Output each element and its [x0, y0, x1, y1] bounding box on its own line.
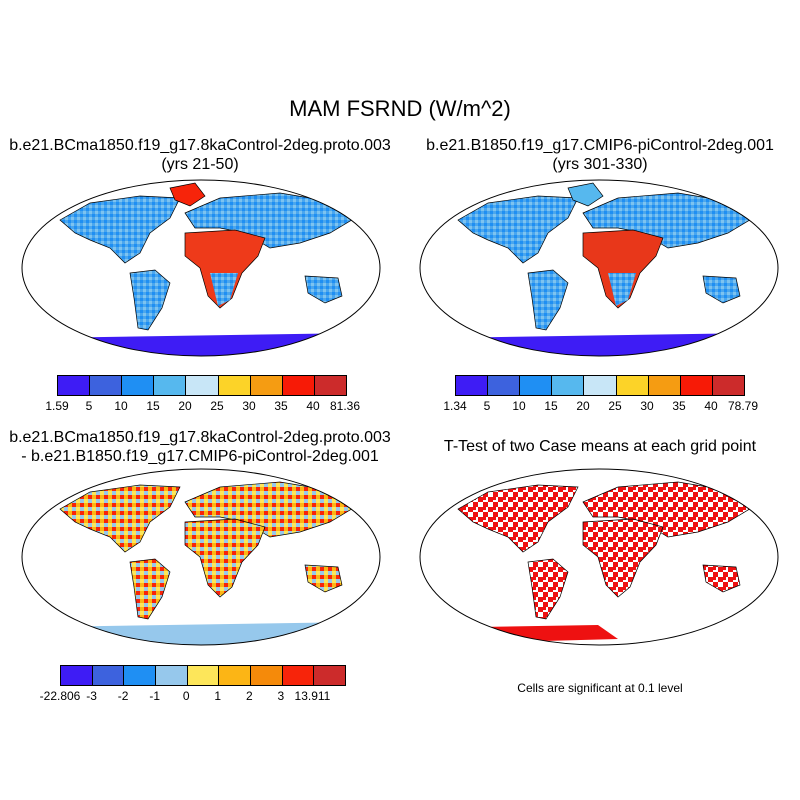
colorbar-tick-label: -3: [86, 689, 97, 703]
colorbar-box: [218, 376, 251, 395]
colorbar-tick-label: 15: [146, 399, 160, 413]
colorbar-box: [61, 666, 93, 685]
colorbar-tick-label: -22.806: [39, 689, 81, 703]
colorbar-box: [282, 666, 315, 685]
colorbar-tick-label: 40: [704, 399, 718, 413]
panel-2-title-line-1: b.e21.B1850.f19_g17.CMIP6-piControl-2deg…: [426, 137, 774, 154]
colorbar-box: [616, 376, 649, 395]
colorbar-box: [92, 666, 125, 685]
colorbar-tick-label: 35: [274, 399, 288, 413]
colorbar-tick-label: 30: [242, 399, 256, 413]
colorbar-tick-label: 0: [182, 689, 190, 703]
colorbar-box: [187, 666, 220, 685]
colorbar-box: [712, 376, 744, 395]
colorbar-box: [314, 376, 346, 395]
colorbar-tick-label: 25: [608, 399, 622, 413]
colorbar-tick-label: 3: [277, 689, 285, 703]
colorbar-tick-label: 1: [214, 689, 222, 703]
panel-4-title: T-Test of two Case means at each grid po…: [400, 437, 800, 456]
colorbar-box: [648, 376, 681, 395]
colorbar-box: [90, 376, 123, 395]
colorbar-box: [124, 666, 157, 685]
panel-3-title-line-1: b.e21.BCma1850.f19_g17.8kaControl-2deg.p…: [9, 429, 391, 446]
colorbar-tick-label: 20: [576, 399, 590, 413]
colorbar-box: [154, 376, 187, 395]
map-difference: [21, 468, 381, 646]
colorbar-box: [122, 376, 155, 395]
colorbar-tick-label: 1.59: [45, 399, 69, 413]
colorbar-tick-label: -1: [149, 689, 160, 703]
colorbar-box: [488, 376, 521, 395]
colorbar-tick-label: 40: [306, 399, 320, 413]
colorbar-box: [282, 376, 315, 395]
colorbar-tick-label: 81.36: [329, 399, 361, 413]
map-border: [419, 179, 779, 357]
colorbar-tick-label: 10: [512, 399, 526, 413]
colorbar-box: [186, 376, 219, 395]
panel-1-title-line-1: b.e21.BCma1850.f19_g17.8kaControl-2deg.p…: [9, 137, 391, 154]
colorbar-tick-label: 15: [544, 399, 558, 413]
colorbar-box: [314, 666, 346, 685]
panel-1-title-line-2: (yrs 21-50): [161, 156, 239, 173]
significance-note: Cells are significant at 0.1 level: [517, 681, 683, 695]
panel-4-title-line-1: T-Test of two Case means at each grid po…: [443, 438, 757, 455]
figure-title: MAM FSRND (W/m^2): [289, 96, 511, 121]
colorbar-box: [552, 376, 585, 395]
colorbar-box: [219, 666, 252, 685]
colorbar-box: [250, 376, 283, 395]
colorbar-box: [58, 376, 91, 395]
panel-2-title-line-2: (yrs 301-330): [552, 156, 648, 173]
colorbar-tick-label: 10: [114, 399, 128, 413]
panel-3-title-line-2: - b.e21.B1850.f19_g17.CMIP6-piControl-2d…: [21, 448, 379, 465]
colorbar-tick-label: 5: [483, 399, 491, 413]
colorbar-tick-label: 78.79: [727, 399, 759, 413]
colorbar-tick-label: 25: [210, 399, 224, 413]
colorbar-box: [680, 376, 713, 395]
map-border: [419, 468, 779, 646]
map-ttest-significance: [419, 468, 779, 646]
map-case2: [419, 179, 779, 357]
colorbar-tick-label: 30: [640, 399, 654, 413]
colorbar-tick-label: -2: [117, 689, 129, 703]
colorbar-tick-label: 1.34: [443, 399, 467, 413]
colorbar-box: [156, 666, 188, 685]
panel-1-title: b.e21.BCma1850.f19_g17.8kaControl-2deg.p…: [0, 136, 400, 174]
colorbar-tick-label: 35: [672, 399, 686, 413]
map-border: [21, 468, 381, 646]
colorbar-box: [520, 376, 553, 395]
colorbar-tick-label: 20: [178, 399, 192, 413]
colorbar-box: [251, 666, 283, 685]
map-border: [21, 179, 381, 357]
map-case1: [21, 179, 381, 357]
panel-2-title: b.e21.B1850.f19_g17.CMIP6-piControl-2deg…: [400, 136, 800, 174]
colorbar-tick-label: 2: [245, 689, 253, 703]
colorbar-tick-label: 5: [85, 399, 93, 413]
colorbar-box: [456, 376, 489, 395]
colorbar-tick-label: 13.911: [294, 689, 331, 703]
panel-3-title: b.e21.BCma1850.f19_g17.8kaControl-2deg.p…: [0, 428, 400, 466]
colorbar-box: [584, 376, 617, 395]
